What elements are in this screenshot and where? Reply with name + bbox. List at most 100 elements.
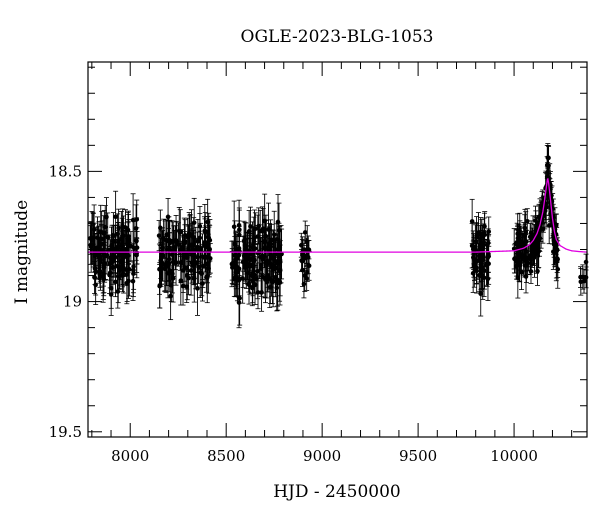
point-marker [266,227,271,232]
data-point [302,259,308,292]
point-marker [578,279,584,285]
point-marker [93,282,98,288]
data-point [246,262,252,305]
season-1 [87,190,140,316]
point-marker [189,260,195,266]
point-marker [172,245,177,250]
data-point [93,264,99,305]
point-marker [469,219,475,224]
data-point [122,209,128,246]
y-tick-label: 19.5 [49,423,82,441]
point-marker [302,273,308,278]
point-marker [301,281,307,287]
point-marker [486,253,491,259]
data-point [95,236,101,275]
data-point [113,266,119,298]
y-axis-label: I magnitude [12,200,32,304]
point-marker [525,260,530,266]
data-point [113,190,119,243]
point-marker [267,241,272,246]
point-marker [116,225,121,231]
point-marker [533,218,538,223]
point-marker [243,256,249,262]
point-marker [111,232,116,238]
data-point [162,246,168,292]
data-point [115,274,121,309]
point-marker [102,230,107,236]
data-point [204,251,210,304]
point-marker [123,247,129,252]
point-marker [205,219,210,225]
data-point [267,249,273,309]
point-marker [113,279,118,285]
point-marker [102,261,107,266]
point-marker [257,228,263,234]
point-marker [173,260,179,266]
data-point [90,223,96,265]
point-marker [236,277,242,283]
point-marker [551,249,557,255]
data-point [180,229,186,266]
point-marker [250,245,255,250]
point-marker [166,237,172,243]
point-marker [474,258,480,264]
point-marker [113,214,118,220]
model-curve-layer [88,177,588,253]
point-marker [516,240,521,245]
y-tick-label: 18.5 [49,162,82,180]
data-point [108,273,114,316]
point-marker [231,224,237,230]
point-marker [536,214,542,220]
point-marker [234,266,240,272]
point-marker [264,279,270,285]
point-marker [184,284,190,289]
model-curve [88,177,588,253]
point-marker [193,261,198,266]
data-point [534,256,540,286]
data-point [115,222,121,274]
point-marker [484,263,489,268]
data-point [177,229,183,271]
point-marker [552,245,558,251]
season-5 [469,198,492,317]
data-point [180,266,186,306]
point-marker [267,276,273,282]
data-point [241,239,247,273]
point-marker [133,226,139,231]
point-marker [236,246,242,251]
point-marker [115,289,121,294]
data-point [125,220,131,270]
point-marker [478,231,483,237]
point-marker [204,275,210,280]
point-marker [123,225,128,230]
point-marker [195,286,200,291]
point-marker [276,246,282,252]
data-point [261,228,267,269]
data-point [306,240,312,260]
point-marker [108,292,114,297]
data-point [302,220,308,245]
point-marker [545,155,551,161]
data-point [116,208,122,248]
point-marker [176,242,181,247]
point-marker [168,293,173,299]
data-point [205,198,211,246]
point-marker [519,270,524,275]
point-marker [252,282,258,288]
season-4 [298,220,312,299]
point-marker [98,257,103,263]
data-point [173,240,179,286]
data-point [304,262,310,282]
point-marker [481,239,487,245]
point-marker [477,253,482,258]
point-marker [241,253,247,259]
data-point [516,230,522,255]
data-point [527,223,533,251]
data-point [120,236,126,275]
point-marker [102,224,108,230]
point-marker [535,268,540,274]
point-marker [162,266,168,272]
point-marker [298,242,304,248]
x-tick-label: 9000 [303,447,341,465]
